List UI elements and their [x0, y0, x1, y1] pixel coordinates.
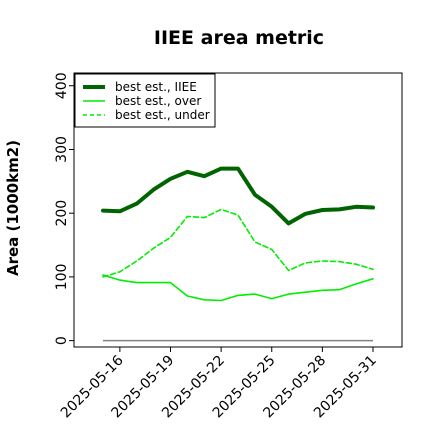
- series-line-1: [101, 166, 375, 226]
- y-tick-label: 400: [54, 72, 70, 99]
- y-tick-label: 100: [54, 264, 70, 291]
- plot-frame: [73, 72, 403, 348]
- y-axis-label: Area (1000km2): [4, 140, 22, 276]
- y-tick-label: 200: [54, 200, 70, 227]
- chart-title: IIEE area metric: [154, 27, 324, 49]
- legend-label-3: best est., under: [115, 108, 210, 122]
- legend-label-1: best est., IIEE: [115, 80, 197, 94]
- y-tick-label: 0: [54, 336, 70, 345]
- y-tick-label: 300: [54, 136, 70, 163]
- legend-label-2: best est., over: [115, 94, 201, 108]
- series-line-2: [102, 274, 374, 302]
- series-line-3: [102, 208, 374, 278]
